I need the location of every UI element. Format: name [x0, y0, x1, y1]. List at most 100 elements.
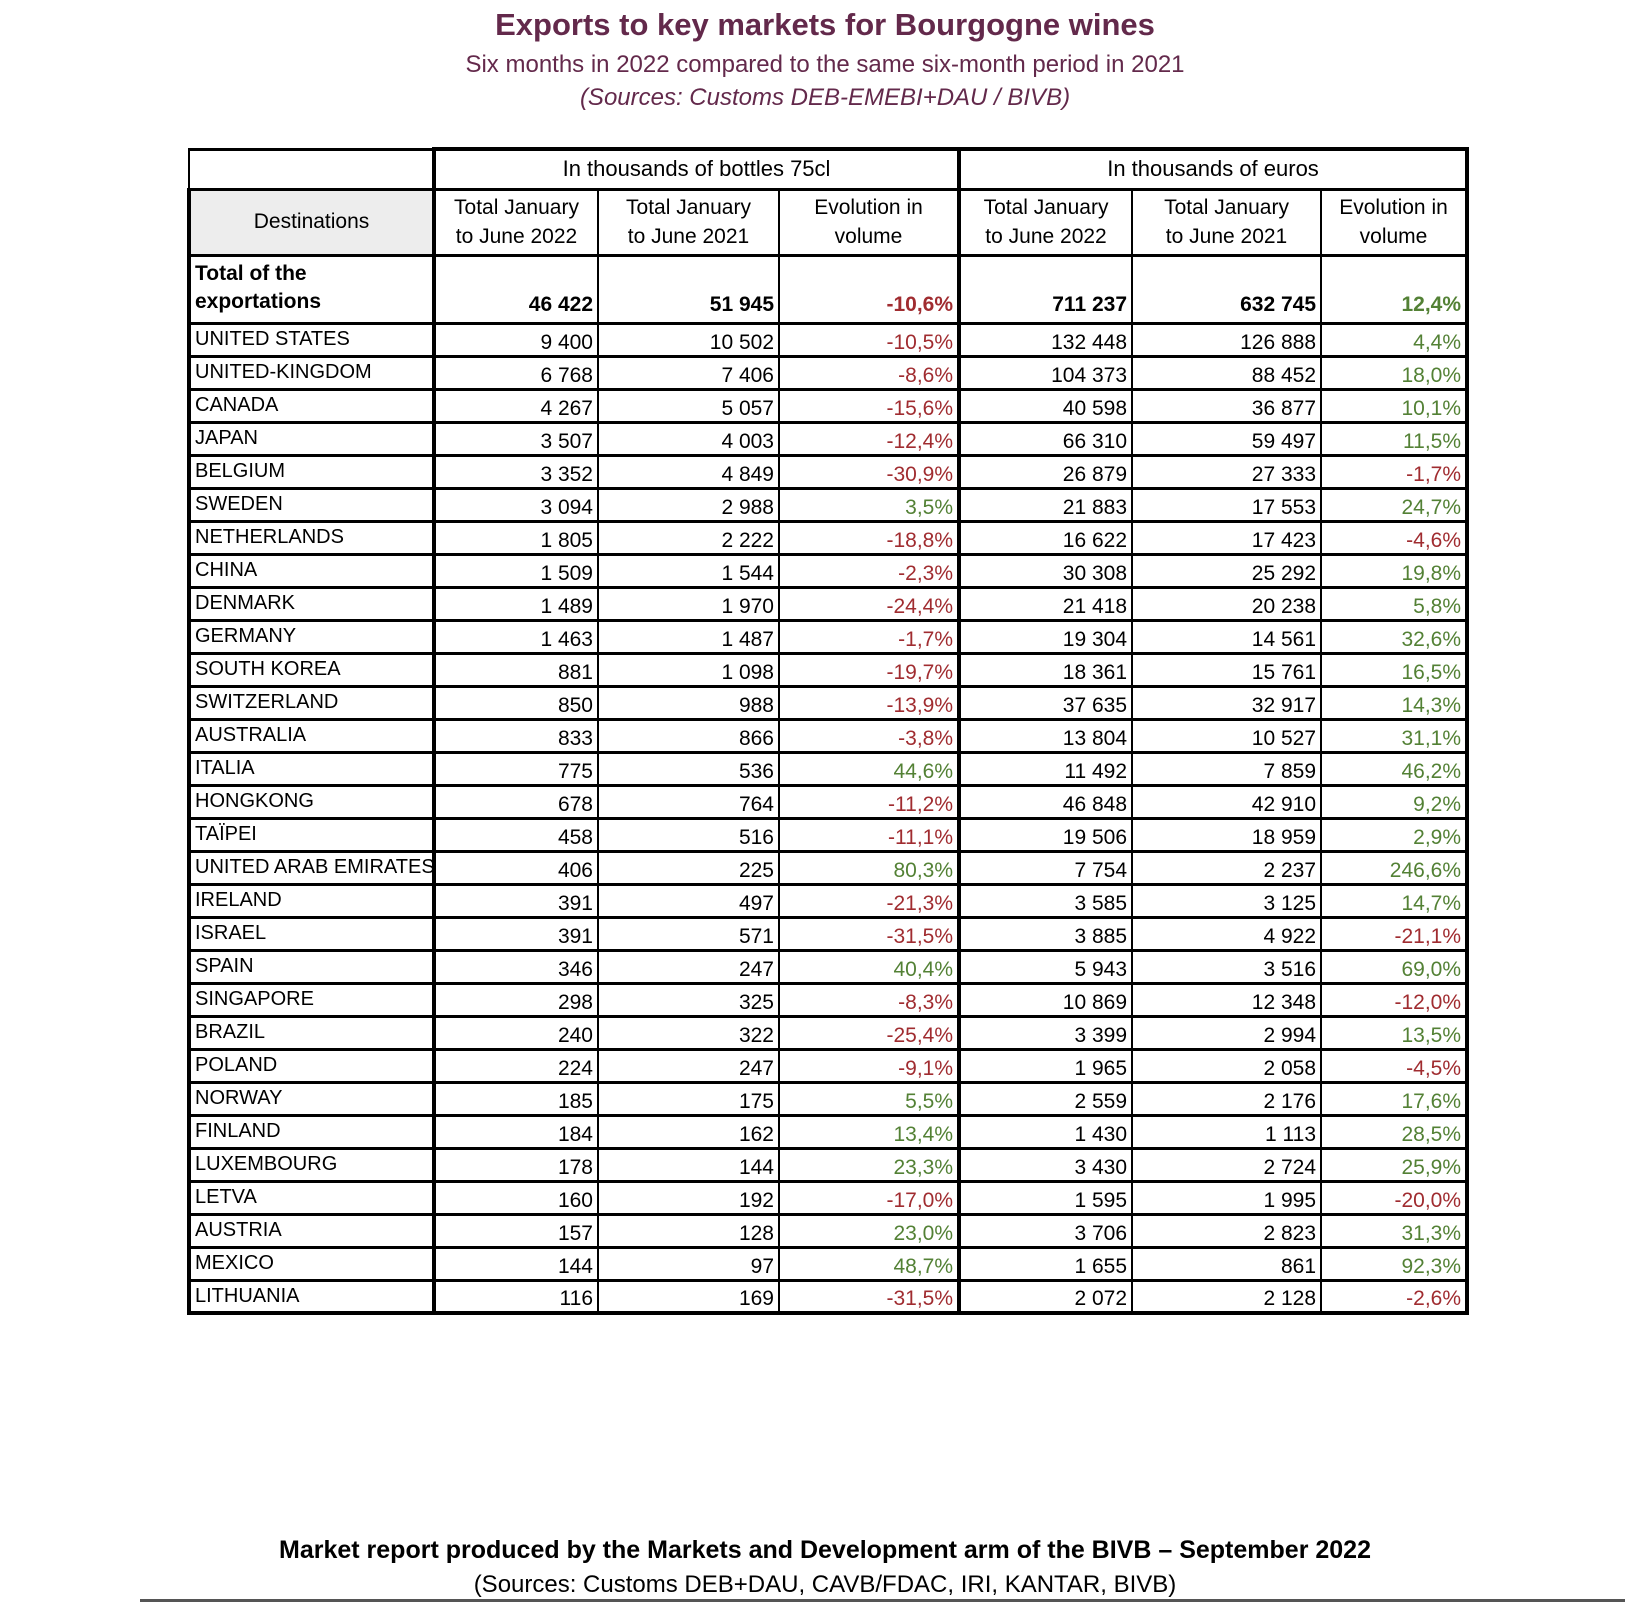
value-cell: 13 804: [957, 717, 1134, 754]
value-cell: 1 463: [432, 618, 599, 655]
value-cell: 97: [597, 1245, 780, 1282]
evolution-cell: -12,0%: [1320, 981, 1470, 1018]
evolution-cell: 69,0%: [1320, 948, 1470, 985]
value-cell: 861: [1131, 1245, 1323, 1282]
value-cell: 20 238: [1131, 585, 1323, 622]
value-cell: 1 995: [1131, 1179, 1323, 1216]
evolution-cell: -2,3%: [777, 552, 961, 589]
value-cell: 7 754: [957, 849, 1134, 886]
country-cell: MEXICO: [187, 1245, 435, 1282]
table-row: BELGIUM 3 352 4 849 -30,9% 26 879 27 333 -1,7%: [187, 453, 1470, 490]
table-row: SWEDEN 3 094 2 988 3,5% 21 883 17 553 24,7%: [187, 486, 1470, 523]
value-cell: 2 058: [1131, 1047, 1323, 1084]
col-header-line: to June 2022: [455, 225, 578, 249]
value-cell: 2 994: [1131, 1014, 1323, 1051]
table-row: DENMARK 1 489 1 970 -24,4% 21 418 20 238 5,8%: [187, 585, 1470, 622]
value-cell: 516: [597, 816, 780, 853]
country-cell: SPAIN: [187, 948, 435, 985]
country-cell: ITALIA: [187, 750, 435, 787]
value-cell: 116: [432, 1278, 599, 1316]
value-cell: 6 768: [432, 354, 599, 391]
value-cell: 2 988: [597, 486, 780, 523]
evolution-cell: 44,6%: [777, 750, 961, 787]
col-header-bottles-2021: Total January to June 2021: [597, 187, 780, 257]
value-cell: 30 308: [957, 552, 1134, 589]
value-cell: 325: [597, 981, 780, 1018]
value-cell: 3 430: [957, 1146, 1134, 1183]
country-cell: LETVA: [187, 1179, 435, 1216]
country-cell: TAÏPEI: [187, 816, 435, 853]
footer-sources-line: (Sources: Customs DEB+DAU, CAVB/FDAC, IR…: [473, 1571, 1177, 1598]
country-cell: HONGKONG: [187, 783, 435, 820]
table-row: ISRAEL 391 571 -31,5% 3 885 4 922 -21,1%: [187, 915, 1470, 952]
value-cell: 14 561: [1131, 618, 1323, 655]
evolution-cell: 13,4%: [777, 1113, 961, 1150]
value-cell: 1 544: [597, 552, 780, 589]
value-cell: 2 724: [1131, 1146, 1323, 1183]
evolution-cell: 5,8%: [1320, 585, 1470, 622]
table-row: NETHERLANDS 1 805 2 222 -18,8% 16 622 17 423-…: [187, 519, 1470, 556]
evolution-cell: 23,3%: [777, 1146, 961, 1183]
evolution-cell: -12,4%: [777, 420, 961, 457]
col-header-line: Evolution in: [1339, 195, 1448, 219]
table-row: LETVA 160 192 -17,0% 1 595 1 995 -20,0%: [187, 1179, 1470, 1216]
country-cell: NETHERLANDS: [187, 519, 435, 556]
evolution-cell: 25,9%: [1320, 1146, 1470, 1183]
table-row: UNITED-KINGDOM 6 768 7 406 -8,6% 104 373 88 4…: [187, 354, 1470, 391]
country-cell: ISRAEL: [187, 915, 435, 952]
value-cell: 144: [597, 1146, 780, 1183]
value-cell: 11 492: [957, 750, 1134, 787]
col-header-line: to June 2022: [985, 225, 1107, 249]
country-cell: CHINA: [187, 552, 435, 589]
total-evolution-cell: -10,6%: [777, 253, 961, 325]
value-cell: 458: [432, 816, 599, 853]
table-row: HONGKONG 678 764 -11,2% 46 848 42 910 9,2%: [187, 783, 1470, 820]
value-cell: 132 448: [957, 321, 1134, 358]
value-cell: 1 098: [597, 651, 780, 688]
country-cell: SOUTH KOREA: [187, 651, 435, 688]
value-cell: 5 057: [597, 387, 780, 424]
value-cell: 1 970: [597, 585, 780, 622]
value-cell: 46 848: [957, 783, 1134, 820]
group-header-euros: In thousands of euros: [957, 147, 1470, 191]
evolution-cell: -20,0%: [1320, 1179, 1470, 1216]
evolution-cell: 9,2%: [1320, 783, 1470, 820]
evolution-cell: 80,3%: [777, 849, 961, 886]
evolution-cell: 5,5%: [777, 1080, 961, 1117]
total-label-cell: Total of the exportations: [187, 253, 435, 325]
value-cell: 1 487: [597, 618, 780, 655]
col-header-bottles-evolution: Evolution in volume: [777, 187, 961, 257]
value-cell: 3 352: [432, 453, 599, 490]
total-value-cell: 711 237: [957, 253, 1134, 325]
value-cell: 7 859: [1131, 750, 1323, 787]
group-header-row: In thousands of bottles 75cl In thousand…: [188, 147, 1470, 191]
value-cell: 1 595: [957, 1179, 1134, 1216]
col-header-euros-2021: Total January to June 2021: [1131, 187, 1323, 257]
value-cell: 128: [597, 1212, 780, 1249]
value-cell: 247: [597, 1047, 780, 1084]
table-row: CANADA 4 267 5 057 -15,6% 40 598 36 877 10,1%: [187, 387, 1470, 424]
country-cell: SWITZERLAND: [187, 684, 435, 721]
table-row: CHINA 1 509 1 544 -2,3% 30 308 25 292 19,8%: [187, 552, 1470, 589]
value-cell: 3 885: [957, 915, 1134, 952]
value-cell: 16 622: [957, 519, 1134, 556]
table-row: MEXICO 144 97 48,7% 1 655 861 92,3%: [187, 1245, 1470, 1282]
value-cell: 10 502: [597, 321, 780, 358]
value-cell: 571: [597, 915, 780, 952]
evolution-cell: 246,6%: [1320, 849, 1470, 886]
value-cell: 3 399: [957, 1014, 1134, 1051]
value-cell: 775: [432, 750, 599, 787]
value-cell: 192: [597, 1179, 780, 1216]
table-row: UNITED STATES 9 400 10 502 -10,5% 132 448 126…: [187, 321, 1470, 358]
total-value-cell: 632 745: [1131, 253, 1323, 325]
value-cell: 144: [432, 1245, 599, 1282]
value-cell: 7 406: [597, 354, 780, 391]
value-cell: 88 452: [1131, 354, 1323, 391]
value-cell: 26 879: [957, 453, 1134, 490]
value-cell: 3 094: [432, 486, 599, 523]
value-cell: 225: [597, 849, 780, 886]
col-header-line: to June 2021: [1165, 225, 1288, 249]
value-cell: 850: [432, 684, 599, 721]
country-cell: CANADA: [187, 387, 435, 424]
evolution-cell: 23,0%: [777, 1212, 961, 1249]
